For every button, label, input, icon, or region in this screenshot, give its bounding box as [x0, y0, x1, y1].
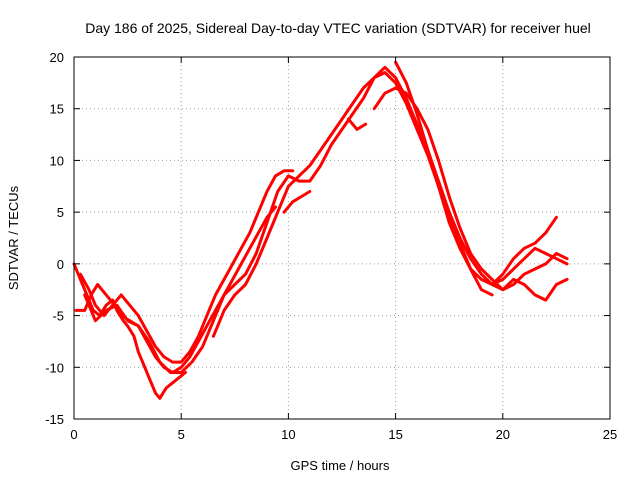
x-tick-label: 25	[603, 427, 617, 442]
x-tick-label: 5	[178, 427, 185, 442]
series-line-arc-8	[490, 277, 569, 302]
grid	[74, 57, 610, 419]
y-tick-label: 10	[50, 153, 64, 168]
y-tick-label: -10	[45, 360, 64, 375]
y-tick-label: 15	[50, 102, 64, 117]
plot-frame	[73, 56, 611, 420]
axis-ticks: 0 5 10 15 20 25 -15 -10 -5 0 5 10 15 20	[45, 50, 617, 442]
series-line-arc-9	[346, 117, 368, 131]
y-axis-label: SDTVAR / TECUs	[6, 185, 21, 290]
y-tick-label: 20	[50, 50, 64, 65]
series-group	[72, 60, 569, 400]
chart-title: Day 186 of 2025, Sidereal Day-to-day VTE…	[85, 20, 591, 36]
x-tick-label: 15	[388, 427, 402, 442]
series-line-arc-10	[282, 190, 312, 214]
series-line-arc-6	[372, 86, 569, 292]
y-tick-label: 5	[57, 205, 64, 220]
series-line-arc-1	[72, 262, 187, 400]
y-tick-label: 0	[57, 257, 64, 272]
y-tick-label: -15	[45, 412, 64, 427]
x-tick-label: 0	[70, 427, 77, 442]
y-tick-label: -5	[52, 309, 64, 324]
series-line-arc-3	[78, 169, 295, 364]
series-line-arc-2	[74, 205, 277, 374]
x-tick-label: 10	[281, 427, 295, 442]
x-tick-label: 20	[496, 427, 510, 442]
series-line-arc-4	[83, 65, 569, 374]
x-axis-label: GPS time / hours	[291, 458, 390, 473]
series-line-arc-7	[394, 60, 558, 286]
